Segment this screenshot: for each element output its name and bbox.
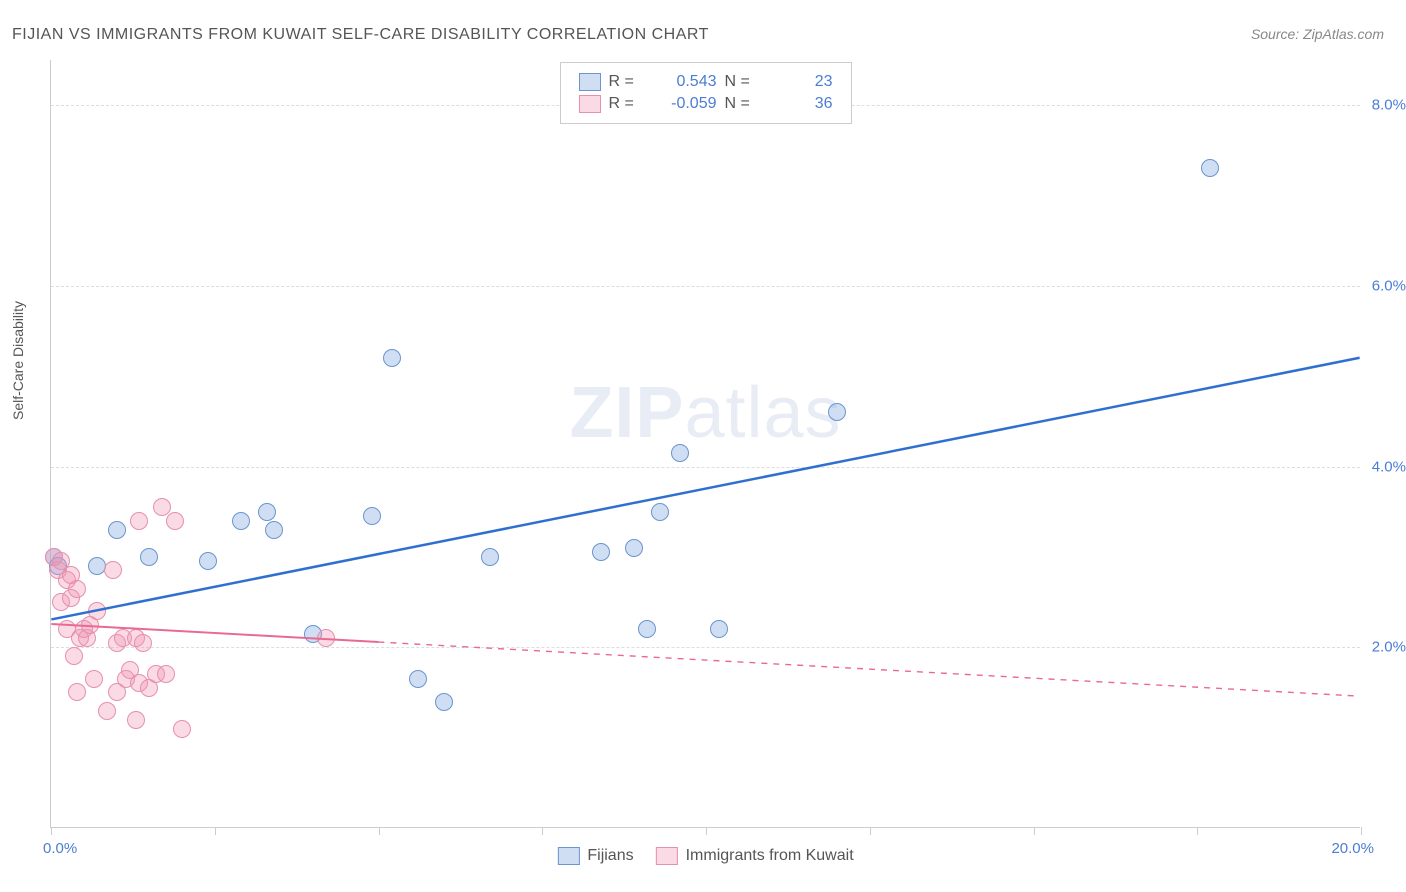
legend-swatch-fijians-bottom: [557, 847, 579, 865]
data-point: [481, 548, 499, 566]
data-point: [435, 693, 453, 711]
r-label: R =: [609, 73, 639, 91]
legend-swatch-fijians: [579, 73, 601, 91]
data-point: [363, 507, 381, 525]
data-point: [127, 711, 145, 729]
data-point: [98, 702, 116, 720]
y-tick-label: 2.0%: [1372, 639, 1406, 656]
y-axis-label: Self-Care Disability: [10, 301, 26, 420]
series-legend: Fijians Immigrants from Kuwait: [557, 847, 853, 865]
legend-swatch-kuwait-bottom: [656, 847, 678, 865]
x-tick: [1197, 827, 1198, 835]
x-tick: [379, 827, 380, 835]
data-point: [166, 512, 184, 530]
r-value-fijians: 0.543: [647, 73, 717, 91]
x-tick: [1034, 827, 1035, 835]
data-point: [592, 543, 610, 561]
data-point: [68, 580, 86, 598]
data-point: [651, 503, 669, 521]
data-point: [108, 521, 126, 539]
data-point: [88, 602, 106, 620]
x-tick: [870, 827, 871, 835]
data-point: [258, 503, 276, 521]
data-point: [157, 665, 175, 683]
gridline: [51, 467, 1360, 468]
data-point: [199, 552, 217, 570]
data-point: [638, 620, 656, 638]
x-tick-label: 0.0%: [43, 840, 77, 857]
data-point: [828, 403, 846, 421]
legend-row-fijians: R = 0.543 N = 23: [579, 71, 833, 93]
r-value-kuwait: -0.059: [647, 95, 717, 113]
legend-label-fijians: Fijians: [587, 847, 633, 865]
legend-item-kuwait: Immigrants from Kuwait: [656, 847, 854, 865]
n-value-fijians: 23: [763, 73, 833, 91]
x-tick: [542, 827, 543, 835]
data-point: [104, 561, 122, 579]
data-point: [88, 557, 106, 575]
trend-lines-svg: [51, 60, 1360, 827]
y-tick-label: 8.0%: [1372, 97, 1406, 114]
data-point: [68, 683, 86, 701]
watermark-zip: ZIP: [569, 373, 684, 453]
watermark-atlas: atlas: [684, 373, 841, 453]
data-point: [383, 349, 401, 367]
n-value-kuwait: 36: [763, 95, 833, 113]
data-point: [409, 670, 427, 688]
data-point: [140, 548, 158, 566]
x-tick: [706, 827, 707, 835]
data-point: [1201, 159, 1219, 177]
data-point: [671, 444, 689, 462]
data-point: [625, 539, 643, 557]
legend-swatch-kuwait: [579, 95, 601, 113]
chart-title: FIJIAN VS IMMIGRANTS FROM KUWAIT SELF-CA…: [12, 26, 709, 44]
data-point: [265, 521, 283, 539]
data-point: [232, 512, 250, 530]
data-point: [85, 670, 103, 688]
x-tick-label: 20.0%: [1331, 840, 1374, 857]
x-tick: [51, 827, 52, 835]
legend-item-fijians: Fijians: [557, 847, 633, 865]
y-tick-label: 4.0%: [1372, 458, 1406, 475]
data-point: [130, 512, 148, 530]
legend-label-kuwait: Immigrants from Kuwait: [686, 847, 854, 865]
data-point: [134, 634, 152, 652]
source-attribution: Source: ZipAtlas.com: [1251, 26, 1384, 42]
data-point: [65, 647, 83, 665]
gridline: [51, 647, 1360, 648]
watermark: ZIPatlas: [569, 372, 841, 454]
correlation-legend: R = 0.543 N = 23 R = -0.059 N = 36: [560, 62, 852, 124]
legend-row-kuwait: R = -0.059 N = 36: [579, 93, 833, 115]
r-label: R =: [609, 95, 639, 113]
data-point: [710, 620, 728, 638]
n-label: N =: [725, 95, 755, 113]
x-tick: [1361, 827, 1362, 835]
gridline: [51, 286, 1360, 287]
data-point: [173, 720, 191, 738]
y-tick-label: 6.0%: [1372, 277, 1406, 294]
data-point: [317, 629, 335, 647]
n-label: N =: [725, 73, 755, 91]
plot-area: ZIPatlas R = 0.543 N = 23 R = -0.059 N =…: [50, 60, 1360, 828]
x-tick: [215, 827, 216, 835]
